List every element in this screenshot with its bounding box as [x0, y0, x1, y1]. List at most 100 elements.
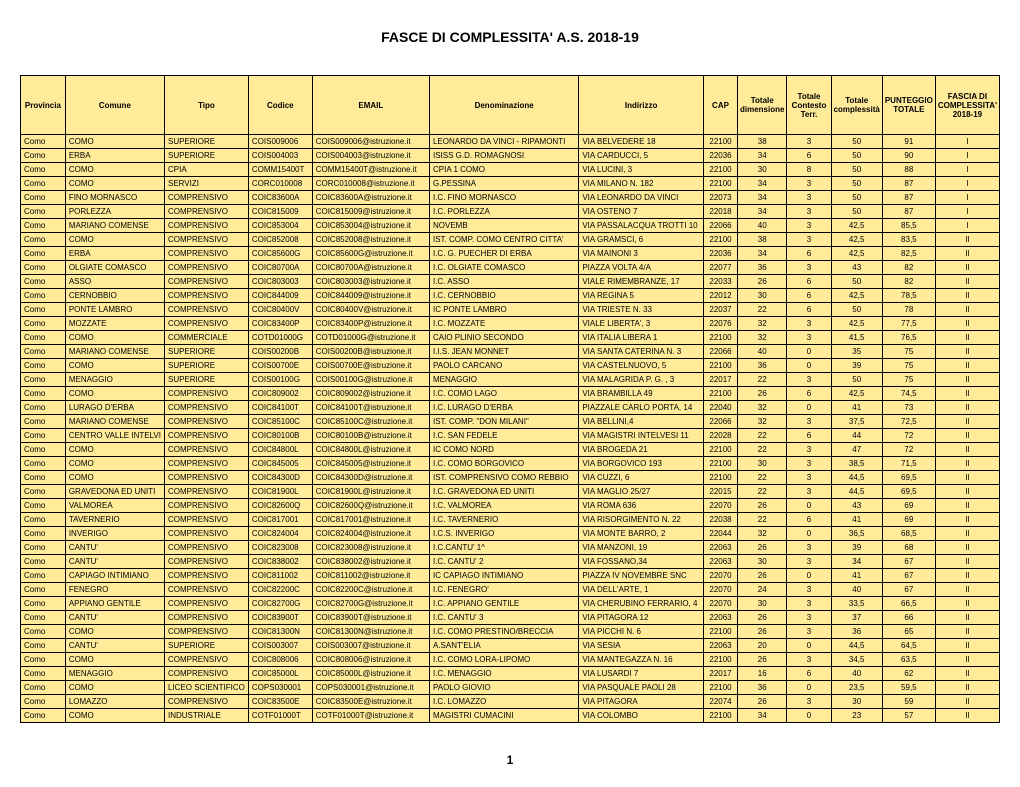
table-header-cell: Totale dimensione — [738, 76, 787, 135]
table-cell: VIALE RIMEMBRANZE, 17 — [579, 275, 704, 289]
table-cell: II — [935, 667, 999, 681]
data-table: ProvinciaComuneTipoCodiceEMAILDenominazi… — [20, 75, 1000, 723]
table-cell: 26 — [738, 569, 787, 583]
table-cell: 22 — [738, 485, 787, 499]
table-cell: COIC809002 — [248, 387, 312, 401]
table-cell: 62 — [882, 667, 935, 681]
table-cell: 42,5 — [831, 219, 882, 233]
table-row: ComoERBASUPERIORECOIS004003COIS004003@is… — [21, 149, 1000, 163]
table-cell: MENAGGIO — [65, 667, 164, 681]
table-cell: VIA MONTE BARRO, 2 — [579, 527, 704, 541]
table-cell: VIA MILANO N. 182 — [579, 177, 704, 191]
table-cell: COIC844009@istruzione.it — [312, 289, 429, 303]
table-cell: COIS00100G@istruzione.it — [312, 373, 429, 387]
table-cell: COIC83500E — [248, 695, 312, 709]
table-cell: 41 — [831, 401, 882, 415]
table-cell: 32 — [738, 317, 787, 331]
table-cell: 26 — [738, 387, 787, 401]
table-cell: II — [935, 653, 999, 667]
table-cell: 50 — [831, 205, 882, 219]
table-cell: 8 — [787, 163, 831, 177]
table-cell: COMPRENSIVO — [164, 191, 248, 205]
table-cell: I.C. LOMAZZO — [429, 695, 578, 709]
table-cell: 20 — [738, 639, 787, 653]
table-row: ComoMARIANO COMENSECOMPRENSIVOCOIC853004… — [21, 219, 1000, 233]
table-cell: COIS009006 — [248, 135, 312, 149]
table-cell: VIA CHERUBINO FERRARIO, 4 — [579, 597, 704, 611]
table-cell: 67 — [882, 583, 935, 597]
table-cell: 34 — [738, 191, 787, 205]
table-row: ComoCOMOCOMPRENSIVOCOIC852008COIC852008@… — [21, 233, 1000, 247]
table-row: ComoASSOCOMPRENSIVOCOIC803003COIC803003@… — [21, 275, 1000, 289]
table-row: ComoFENEGROCOMPRENSIVOCOIC82200CCOIC8220… — [21, 583, 1000, 597]
table-cell: 50 — [831, 373, 882, 387]
table-cell: VIA ITALIA LIBERA 1 — [579, 331, 704, 345]
table-cell: COIC82700G@istruzione.it — [312, 597, 429, 611]
table-cell: COIS003007 — [248, 639, 312, 653]
table-cell: OLGIATE COMASCO — [65, 261, 164, 275]
table-header-cell: Indirizzo — [579, 76, 704, 135]
table-cell: MOZZATE — [65, 317, 164, 331]
table-cell: 87 — [882, 191, 935, 205]
table-cell: COMO — [65, 359, 164, 373]
table-cell: 26 — [738, 611, 787, 625]
table-cell: FINO MORNASCO — [65, 191, 164, 205]
table-cell: COIC83400P — [248, 317, 312, 331]
table-cell: Como — [21, 275, 66, 289]
table-cell: 75 — [882, 373, 935, 387]
table-cell: 71,5 — [882, 457, 935, 471]
table-cell: 35 — [831, 345, 882, 359]
table-cell: II — [935, 303, 999, 317]
table-cell: 22070 — [704, 597, 738, 611]
table-cell: 34 — [738, 205, 787, 219]
table-cell: 59 — [882, 695, 935, 709]
table-cell: VIA LUSARDI 7 — [579, 667, 704, 681]
table-cell: COMPRENSIVO — [164, 443, 248, 457]
table-cell: 22037 — [704, 303, 738, 317]
table-cell: VIA MAINONI 3 — [579, 247, 704, 261]
table-cell: COMO — [65, 177, 164, 191]
table-cell: COPS030001@istruzione.it — [312, 681, 429, 695]
table-cell: I.C. COMO BORGOVICO — [429, 457, 578, 471]
table-cell: 75 — [882, 345, 935, 359]
table-cell: Como — [21, 289, 66, 303]
table-cell: VIA MALAGRIDA P. G. , 3 — [579, 373, 704, 387]
table-row: ComoTAVERNERIOCOMPRENSIVOCOIC817001COIC8… — [21, 513, 1000, 527]
table-cell: 22038 — [704, 513, 738, 527]
table-cell: II — [935, 317, 999, 331]
table-header-cell: Comune — [65, 76, 164, 135]
table-cell: 34 — [738, 247, 787, 261]
table-cell: 3 — [787, 219, 831, 233]
table-cell: 3 — [787, 205, 831, 219]
table-cell: I.C. COMO LAGO — [429, 387, 578, 401]
table-cell: VIA FOSSANO,34 — [579, 555, 704, 569]
table-cell: 3 — [787, 457, 831, 471]
table-cell: 22018 — [704, 205, 738, 219]
table-cell: 42,5 — [831, 387, 882, 401]
table-cell: 22 — [738, 303, 787, 317]
table-cell: COIC80100B — [248, 429, 312, 443]
table-row: ComoCOMOCOMPRENSIVOCOIC845005COIC845005@… — [21, 457, 1000, 471]
table-cell: 3 — [787, 331, 831, 345]
table-cell: 22100 — [704, 331, 738, 345]
table-cell: CANTU' — [65, 541, 164, 555]
table-cell: 90 — [882, 149, 935, 163]
table-row: ComoCOMOCOMPRENSIVOCOIC81300NCOIC81300N@… — [21, 625, 1000, 639]
table-row: ComoOLGIATE COMASCOCOMPRENSIVOCOIC80700A… — [21, 261, 1000, 275]
table-cell: I.C. MOZZATE — [429, 317, 578, 331]
table-cell: Como — [21, 583, 66, 597]
table-cell: II — [935, 471, 999, 485]
table-row: ComoPORLEZZACOMPRENSIVOCOIC815009COIC815… — [21, 205, 1000, 219]
table-header-cell: Totale complessità — [831, 76, 882, 135]
table-cell: 34 — [738, 177, 787, 191]
table-cell: VIA CASTELNUOVO, 5 — [579, 359, 704, 373]
table-cell: 26 — [738, 541, 787, 555]
table-cell: 50 — [831, 149, 882, 163]
table-cell: 43 — [831, 499, 882, 513]
table-cell: Como — [21, 695, 66, 709]
table-cell: COIC82200C — [248, 583, 312, 597]
table-cell: 69,5 — [882, 471, 935, 485]
table-cell: Como — [21, 429, 66, 443]
table-cell: I.C. MENAGGIO — [429, 667, 578, 681]
table-cell: I.C. COMO PRESTINO/BRECCIA — [429, 625, 578, 639]
